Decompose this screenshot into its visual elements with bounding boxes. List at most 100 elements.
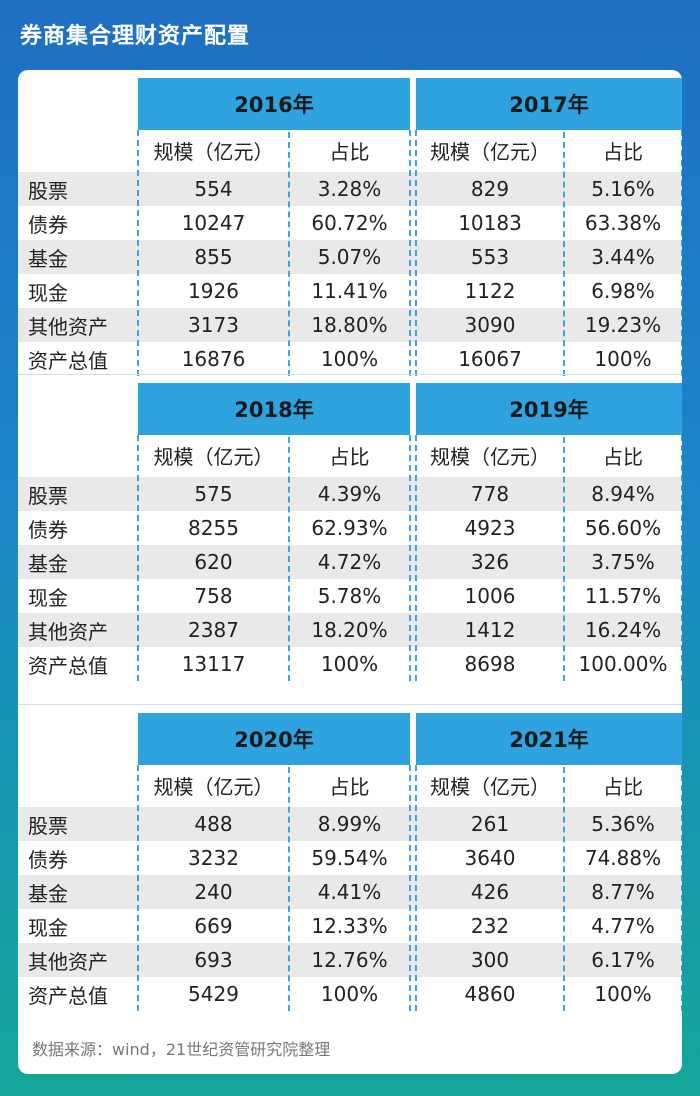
share-value: 11.41%: [311, 279, 388, 303]
table-row: 股票 575 4.39% 778 8.94%: [18, 477, 682, 511]
column-divider: [563, 767, 565, 1011]
scale-value: 3090: [464, 313, 516, 337]
share-value: 3.44%: [591, 245, 655, 269]
share-value: 16.24%: [584, 618, 662, 642]
table-row: 现金 669 12.33% 232 4.77%: [18, 909, 682, 943]
scale-value: 855: [194, 245, 233, 269]
col-header-scale: 规模（亿元）: [153, 139, 274, 164]
scale-value: 426: [470, 880, 510, 904]
scale-value: 4860: [464, 982, 516, 1006]
scale-value: 2387: [188, 618, 239, 642]
share-value: 100%: [594, 347, 652, 371]
row-label: 资产总值: [28, 653, 108, 678]
column-divider: [409, 435, 411, 681]
col-header-share: 占比: [329, 444, 370, 469]
col-header-scale: 规模（亿元）: [430, 774, 550, 799]
column-divider: [681, 435, 682, 681]
scale-value: 16067: [458, 347, 522, 371]
share-value: 8.77%: [591, 880, 655, 904]
table-row: 基金 620 4.72% 326 3.75%: [18, 545, 682, 579]
column-divider: [681, 130, 682, 376]
table-row: 资产总值 16876 100% 16067 100%: [18, 342, 682, 376]
scale-value: 3640: [464, 846, 516, 870]
col-header-scale: 规模（亿元）: [430, 139, 550, 164]
scale-value: 554: [194, 177, 233, 201]
scale-value: 620: [194, 550, 233, 574]
col-header-share: 占比: [603, 139, 643, 164]
share-value: 18.20%: [311, 618, 388, 642]
scale-value: 232: [470, 914, 510, 938]
table-card: 数据来源：wind，21世纪资管研究院整理 股票 554 3.28% 829 5.16%…: [18, 70, 682, 1074]
table-row: 债券 8255 62.93% 4923 56.60%: [18, 511, 682, 545]
scale-value: 4923: [464, 516, 516, 540]
col-header-scale: 规模（亿元）: [153, 774, 274, 799]
row-label: 现金: [28, 280, 68, 305]
share-value: 100%: [594, 982, 652, 1006]
data-source: 数据来源：wind，21世纪资管研究院整理: [32, 1040, 331, 1059]
scale-value: 3232: [188, 846, 239, 870]
row-label: 资产总值: [28, 348, 108, 373]
scale-value: 1412: [464, 618, 516, 642]
table-row: 债券 10247 60.72% 10183 63.38%: [18, 206, 682, 240]
share-value: 4.41%: [317, 880, 382, 904]
scale-value: 829: [470, 177, 510, 201]
share-value: 62.93%: [311, 516, 388, 540]
scale-value: 13117: [181, 652, 246, 676]
column-divider: [681, 765, 682, 1011]
share-value: 56.60%: [584, 516, 662, 540]
col-header-share: 占比: [603, 444, 643, 469]
scale-value: 488: [194, 812, 233, 836]
year-header: 2017年: [416, 78, 682, 130]
row-label: 其他资产: [28, 314, 108, 339]
share-value: 18.80%: [311, 313, 388, 337]
scale-value: 1006: [464, 584, 516, 608]
share-value: 6.98%: [591, 279, 655, 303]
row-label: 现金: [28, 915, 68, 940]
column-divider: [563, 132, 565, 376]
page-title: 券商集合理财资产配置: [20, 24, 251, 49]
table-section-3: 股票 488 8.99% 261 5.36% 债券 3232 59.54% 3640 74.88%…: [18, 704, 682, 1074]
table-row: 其他资产 3173 18.80% 3090 19.23%: [18, 308, 682, 342]
scale-value: 575: [194, 482, 233, 506]
row-label: 基金: [28, 551, 68, 576]
table-row: 其他资产 693 12.76% 300 6.17%: [18, 943, 682, 977]
row-label: 股票: [28, 813, 68, 838]
share-value: 5.36%: [591, 812, 655, 836]
row-label: 债券: [28, 517, 68, 542]
row-label: 股票: [28, 483, 68, 508]
column-divider: [288, 437, 290, 681]
col-header-scale: 规模（亿元）: [153, 444, 274, 469]
table-row: 债券 3232 59.54% 3640 74.88%: [18, 841, 682, 875]
share-value: 5.07%: [317, 245, 382, 269]
year-header: 2019年: [416, 383, 682, 435]
table-row: 股票 488 8.99% 261 5.36%: [18, 807, 682, 841]
table-row: 资产总值 5429 100% 4860 100%: [18, 977, 682, 1011]
scale-value: 3173: [188, 313, 239, 337]
row-label: 股票: [28, 178, 68, 203]
share-value: 4.39%: [317, 482, 382, 506]
share-value: 11.57%: [584, 584, 662, 608]
share-value: 8.94%: [591, 482, 655, 506]
year-header: 2021年: [416, 713, 682, 765]
share-value: 59.54%: [311, 846, 388, 870]
col-header-share: 占比: [329, 774, 370, 799]
column-divider: [137, 765, 139, 1011]
row-label: 债券: [28, 847, 68, 872]
row-label: 其他资产: [28, 949, 108, 974]
share-value: 100%: [320, 347, 379, 371]
scale-value: 10247: [181, 211, 246, 235]
scale-value: 778: [470, 482, 510, 506]
column-divider: [137, 435, 139, 681]
table-row: 现金 1926 11.41% 1122 6.98%: [18, 274, 682, 308]
scale-value: 16876: [181, 347, 246, 371]
share-value: 63.38%: [584, 211, 662, 235]
column-divider: [415, 435, 417, 681]
scale-value: 8255: [188, 516, 239, 540]
column-divider: [415, 130, 417, 376]
table-row: 其他资产 2387 18.20% 1412 16.24%: [18, 613, 682, 647]
year-header: 2020年: [138, 713, 410, 765]
year-header: 2018年: [138, 383, 410, 435]
column-divider: [409, 765, 411, 1011]
share-value: 74.88%: [584, 846, 662, 870]
table-section-2: 股票 575 4.39% 778 8.94% 债券 8255 62.93% 4923 56.60%…: [18, 374, 682, 705]
